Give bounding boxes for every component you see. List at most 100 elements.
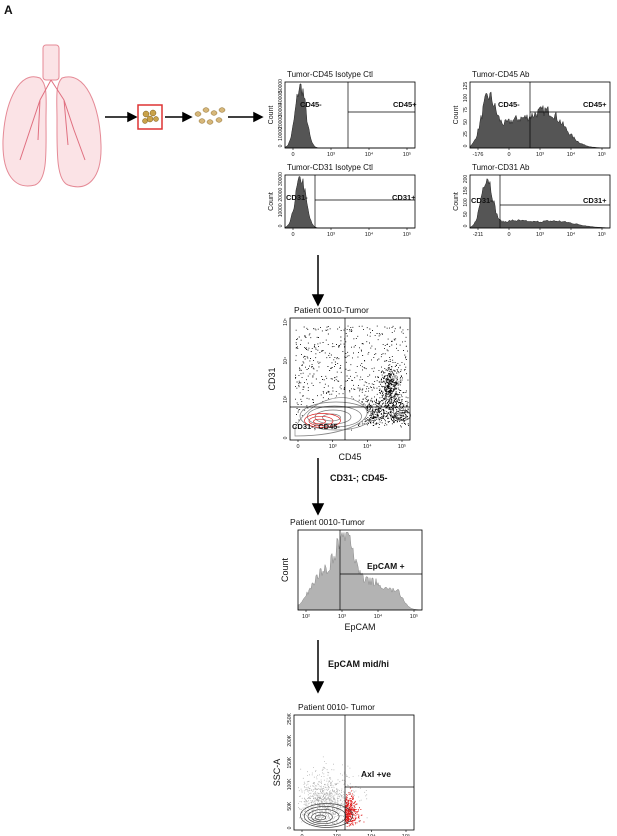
density-contour (307, 808, 340, 825)
y-tick-label: 10⁵ (283, 318, 289, 326)
y-tick-label: 125 (463, 82, 469, 91)
y-axis-label: Count (268, 192, 275, 211)
x-axis-label: CD45 (338, 452, 361, 462)
tissue-cells (142, 109, 159, 124)
gate-label: CD31+ (392, 193, 416, 202)
x-tick-label: 10⁵ (403, 151, 411, 158)
y-tick-label: 50 (463, 119, 469, 125)
gate-label: CD31+ (583, 196, 607, 205)
y-tick-label: 200 (463, 175, 469, 184)
plot-title: Patient 0010- Tumor (298, 702, 375, 712)
x-tick-label: 0 (300, 834, 303, 836)
x-tick-label: 10³ (327, 232, 335, 238)
y-tick-label: 30000 (278, 172, 284, 186)
y-axis-label: Count (280, 558, 290, 583)
y-tick-label: 0 (283, 436, 289, 439)
x-tick-label: 0 (507, 232, 510, 238)
x-tick-label: 10³ (327, 152, 335, 158)
y-tick-label: 20000 (278, 187, 284, 201)
x-tick-label: -176 (472, 152, 483, 158)
plot-title: Tumor-CD31 Ab (472, 163, 530, 172)
density-contour (314, 814, 327, 821)
density-contour (395, 412, 407, 420)
x-tick-label: -211 (473, 232, 484, 238)
plot-title: Tumor-CD45 Ab (472, 70, 530, 79)
plot-title: Tumor-CD31 Isotype Ctl (287, 163, 373, 172)
y-tick-label: 10⁴ (283, 357, 289, 365)
density-contour (311, 811, 333, 823)
y-tick-label: 25 (463, 131, 469, 137)
plot-frame (297, 529, 423, 611)
gate-label: CD45- (300, 100, 322, 109)
x-tick-label: 10⁵ (398, 443, 406, 450)
density-contour (300, 803, 353, 828)
x-tick-label: 10³ (536, 152, 544, 158)
density-contour (322, 413, 341, 422)
gate-label: CD45- (498, 100, 520, 109)
x-tick-label: 10² (302, 614, 310, 620)
x-tick-label: 10⁴ (367, 833, 376, 836)
y-tick-label: 150K (287, 756, 293, 768)
x-tick-label: 10⁵ (402, 833, 410, 836)
x-tick-label: 0 (507, 152, 510, 158)
density-contour (303, 806, 347, 826)
y-tick-label: 250K (287, 713, 293, 725)
plot-title: Patient 0010-Tumor (294, 305, 369, 315)
y-tick-label: 30000 (278, 103, 284, 117)
y-tick-label: 0 (463, 224, 469, 227)
density-contour (308, 415, 334, 427)
y-tick-label: 40000 (278, 91, 284, 105)
gate-label: CD31-; CD45- (292, 422, 340, 431)
y-tick-label: 50 (463, 211, 469, 217)
plot-frame (284, 174, 416, 229)
plot-title: Patient 0010-Tumor (290, 517, 365, 527)
histogram (297, 532, 423, 611)
y-tick-label: 0 (278, 144, 284, 147)
gating-step: CD31-; CD45- (330, 473, 388, 483)
x-tick-label: 10³ (333, 834, 341, 836)
plot-title: Tumor-CD45 Isotype Ctl (287, 70, 373, 79)
x-tick-label: 10⁴ (365, 231, 374, 238)
density-contour (304, 413, 341, 428)
x-tick-label: 10⁴ (363, 443, 372, 450)
panel-label: A (4, 3, 13, 17)
x-tick-label: 0 (291, 152, 294, 158)
y-axis-label: Count (453, 106, 460, 125)
y-tick-label: 20000 (278, 115, 284, 129)
histogram (284, 83, 415, 149)
x-tick-label: 10⁵ (410, 613, 418, 620)
arrows (105, 111, 325, 694)
density-contour (396, 414, 403, 419)
plot-frame (289, 317, 411, 441)
y-axis-label: Count (453, 192, 460, 211)
y-axis-label: SSC-A (272, 759, 282, 787)
gate-label: Axl +ve (361, 769, 391, 779)
density-contour (394, 410, 411, 421)
y-tick-label: 50000 (278, 79, 284, 93)
x-tick-label: 10⁴ (374, 613, 383, 620)
scatter-dots (378, 356, 403, 417)
histogram (469, 178, 611, 229)
y-tick-label: 10000 (278, 127, 284, 141)
y-axis-label: Count (268, 106, 275, 125)
plot-frame (293, 714, 415, 831)
density-contour (299, 401, 373, 431)
x-tick-label: 10⁵ (598, 231, 606, 238)
y-tick-label: 10000 (278, 203, 284, 217)
density-contour (313, 418, 326, 425)
y-tick-label: 200K (287, 734, 293, 746)
y-tick-label: 75 (463, 107, 469, 113)
gating-step: EpCAM mid/hi (328, 659, 389, 669)
y-tick-label: 100 (463, 198, 469, 207)
x-tick-label: 10⁵ (403, 231, 411, 238)
plot-frame (284, 81, 416, 149)
x-tick-label: 0 (291, 232, 294, 238)
x-tick-label: 10³ (338, 614, 346, 620)
x-tick-label: 10⁴ (365, 151, 374, 158)
y-tick-label: 150 (463, 186, 469, 195)
gate-label: CD31- (286, 193, 308, 202)
y-tick-label: 100 (463, 94, 469, 103)
y-tick-label: 10³ (283, 395, 289, 403)
gate-label: CD45+ (393, 100, 417, 109)
